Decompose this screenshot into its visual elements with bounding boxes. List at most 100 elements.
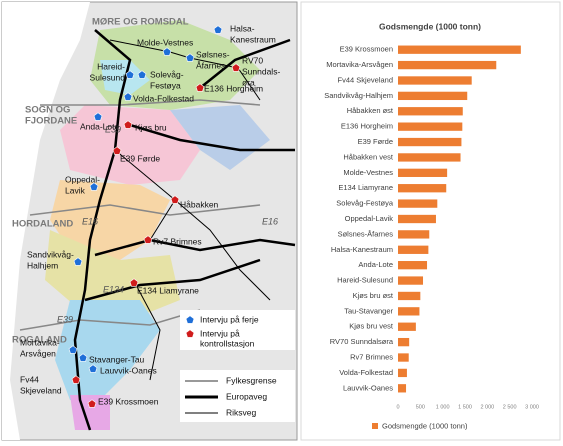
- x-tick-label: 3 000: [525, 404, 539, 410]
- bar: [398, 214, 436, 224]
- bar: [398, 184, 447, 193]
- legend-label: kontrollstasjon: [200, 338, 255, 348]
- station-label: E39 Krossmoen: [98, 396, 159, 406]
- bar: [398, 137, 462, 147]
- sea: [2, 2, 90, 440]
- bar: [398, 76, 472, 85]
- station-label: Sunndals-: [242, 66, 280, 76]
- y-tick-label: E39 Krossmoen: [340, 45, 393, 54]
- station-label: Arsvågen: [20, 348, 56, 358]
- station-label: Fv44: [20, 374, 39, 384]
- bar: [398, 153, 461, 162]
- y-tick-label: Molde-Vestnes: [343, 168, 393, 177]
- legend-label: Intervju på: [200, 328, 240, 338]
- y-tick-label: Hareid-Sulesund: [337, 276, 393, 285]
- region-area: [50, 180, 170, 260]
- station-label: Molde-Vestnes: [137, 37, 193, 47]
- bar: [398, 384, 407, 393]
- bar: [398, 245, 429, 254]
- y-tick-label: Volda-Folkestad: [339, 368, 393, 377]
- station-label: Hareid-: [97, 61, 125, 71]
- station-label: Lauvvik-Oanes: [100, 365, 157, 375]
- y-tick-label: Mortavika-Arsvågen: [326, 60, 393, 69]
- station-label: Mortavika-: [20, 337, 60, 347]
- x-tick-label: 2 500: [503, 404, 517, 410]
- bar: [398, 368, 407, 378]
- legend-label: Riksveg: [226, 407, 257, 417]
- bar: [398, 261, 428, 270]
- station-label: Sølsnes-: [196, 49, 230, 59]
- bar: [398, 107, 463, 116]
- legend-box: [180, 310, 295, 350]
- y-tick-label: Solevåg-Festøya: [336, 199, 394, 208]
- region-area: [55, 300, 160, 400]
- station-label: Halsa-: [230, 23, 255, 33]
- bar: [398, 291, 421, 301]
- station-label: Kjøs bru: [135, 122, 167, 132]
- y-tick-label: Rv7 Brimnes: [350, 353, 393, 362]
- station-label: Stavanger-Tau: [89, 354, 145, 364]
- station-label: Skjeveland: [20, 385, 62, 395]
- x-tick-label: 1 000: [436, 404, 450, 410]
- bar: [398, 337, 410, 347]
- county-border: [40, 99, 261, 106]
- y-tick-label: E136 Horgheim: [341, 122, 393, 131]
- station-label: Håbakken: [180, 199, 219, 209]
- station-label: Rv7 Brimnes: [153, 236, 202, 246]
- y-tick-label: Kjøs bru vest: [349, 322, 394, 331]
- bar: [398, 322, 416, 331]
- station-label: Sandvikvåg-: [27, 249, 74, 259]
- region-area: [45, 230, 180, 320]
- station-label: Lavik: [65, 185, 86, 195]
- european-roads: [73, 29, 296, 431]
- road: [73, 29, 132, 431]
- y-tick-label: E134 Liamyrane: [338, 183, 393, 192]
- y-tick-label: Fv44 Skjeveland: [338, 75, 393, 84]
- y-tick-label: Kjøs bru øst: [353, 291, 394, 300]
- y-tick-label: Håbakken vest: [343, 152, 394, 161]
- bar-chart: Godsmengde (1000 tonn) 0 500 1 000 1 500 2 0…: [300, 1, 561, 441]
- legend-label: Europaveg: [226, 391, 267, 401]
- station-label: Solevåg-: [150, 69, 184, 79]
- map-legend: Intervju på ferje Intervju på kontrollst…: [180, 310, 295, 422]
- region-label: SOGN OG: [25, 105, 70, 116]
- station-label: Festøya: [150, 80, 181, 90]
- region-label: FJORDANE: [25, 116, 77, 127]
- road: [134, 282, 161, 381]
- station-label: E134 Liamyrane: [137, 285, 199, 295]
- road-label: E16: [82, 216, 98, 226]
- bar: [398, 45, 521, 54]
- road-label: E39: [57, 314, 73, 324]
- y-tick-label: Sandvikvåg-Halhjem: [324, 91, 393, 100]
- y-tick-label: Oppedal-Lavik: [345, 214, 394, 223]
- x-tick-label: 0: [396, 404, 399, 410]
- bar: [398, 307, 420, 316]
- y-tick-label: Halsa-Kanestraum: [331, 245, 393, 254]
- road: [199, 38, 291, 89]
- road: [94, 238, 296, 257]
- bar: [398, 122, 463, 131]
- road: [174, 199, 271, 301]
- map: E39 E16 E16 E134 E39 MØRE OG ROMSDAL SOG…: [1, 1, 298, 441]
- station-label: øra: [242, 77, 255, 87]
- road: [129, 123, 295, 152]
- x-tick-label: 2 000: [480, 404, 494, 410]
- bar: [398, 60, 497, 70]
- station-label: Åfarnes: [196, 60, 225, 70]
- region-area: [60, 105, 200, 185]
- station-label: E39 Førde: [120, 153, 160, 163]
- region-label: ROGALAND: [12, 335, 67, 346]
- bar: [398, 91, 468, 101]
- y-tick-label: RV70 Sunndalsøra: [330, 337, 394, 346]
- y-tick-label: Anda-Lote: [358, 260, 393, 269]
- legend-swatch: [372, 423, 378, 429]
- county-border: [29, 204, 261, 216]
- legend-label: Godsmengde (1000 tonn): [382, 421, 468, 430]
- bar: [398, 276, 424, 285]
- y-tick-label: Håbakken øst: [347, 106, 394, 115]
- station-label: Volda-Folkestad: [133, 93, 194, 103]
- legend-label: Intervju på ferje: [200, 314, 259, 324]
- station-label: Sulesund: [90, 72, 126, 82]
